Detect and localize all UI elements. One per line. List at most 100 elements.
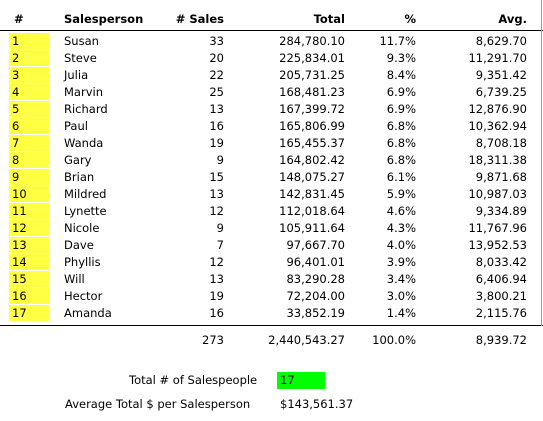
- table-cell: 225,834.01: [279, 51, 345, 65]
- index-highlight: [9, 50, 49, 66]
- table-cell: 9,334.89: [475, 204, 527, 218]
- table-cell: 164,802.42: [279, 153, 345, 167]
- header-rule: [0, 30, 543, 31]
- table-cell: 18,311.38: [468, 153, 527, 167]
- index-highlight: [9, 305, 49, 321]
- table-cell: 2,115.76: [475, 306, 527, 320]
- table-cell: 6.9%: [386, 85, 416, 99]
- index-highlight: [9, 152, 49, 168]
- table-cell: 4.6%: [386, 204, 416, 218]
- table-cell: 142,831.45: [279, 187, 345, 201]
- index-highlight: [9, 118, 49, 134]
- column-header: # Sales: [175, 12, 224, 26]
- table-cell: 12,876.90: [468, 102, 527, 116]
- table-cell: 8,708.18: [475, 136, 527, 150]
- table-cell: 20: [209, 51, 224, 65]
- row-index: 15: [12, 272, 27, 286]
- table-cell: 33: [209, 34, 224, 48]
- table-cell: 9: [216, 153, 224, 167]
- table-cell: Dave: [64, 238, 94, 252]
- table-cell: 72,204.00: [286, 289, 345, 303]
- table-cell: 12: [209, 255, 224, 269]
- table-cell: 83,290.28: [286, 272, 345, 286]
- index-highlight: [9, 135, 49, 151]
- table-cell: 6.9%: [386, 102, 416, 116]
- column-header: %: [404, 12, 416, 26]
- index-highlight: [9, 33, 49, 49]
- index-highlight: [9, 186, 49, 202]
- table-cell: 284,780.10: [279, 34, 345, 48]
- table-cell: 13: [209, 272, 224, 286]
- column-header: Total: [313, 12, 345, 26]
- row-index: 3: [12, 68, 20, 82]
- table-cell: Paul: [64, 119, 88, 133]
- table-cell: Lynette: [64, 204, 107, 218]
- table-cell: 33,852.19: [286, 306, 345, 320]
- row-index: 11: [12, 204, 27, 218]
- row-index: 7: [12, 136, 20, 150]
- table-cell: 3,800.21: [475, 289, 527, 303]
- table-cell: 165,806.99: [279, 119, 345, 133]
- index-highlight: [9, 271, 49, 287]
- table-cell: 13: [209, 102, 224, 116]
- table-cell: 8,629.70: [475, 34, 527, 48]
- row-index: 14: [12, 255, 27, 269]
- table-cell: Susan: [64, 34, 99, 48]
- table-cell: Marvin: [64, 85, 103, 99]
- row-index: 9: [12, 170, 20, 184]
- index-highlight: [9, 237, 49, 253]
- table-cell: 13,952.53: [468, 238, 527, 252]
- column-header: #: [14, 12, 24, 26]
- table-cell: 4.0%: [386, 238, 416, 252]
- table-cell: 8.4%: [386, 68, 416, 82]
- row-index: 13: [12, 238, 27, 252]
- table-cell: Richard: [64, 102, 108, 116]
- table-cell: 15: [209, 170, 224, 184]
- table-cell: 6.8%: [386, 136, 416, 150]
- table-cell: 6,739.25: [475, 85, 527, 99]
- table-cell: 9,871.68: [475, 170, 527, 184]
- row-index: 6: [12, 119, 20, 133]
- table-cell: 10,987.03: [468, 187, 527, 201]
- table-cell: 6.8%: [386, 119, 416, 133]
- row-index: 17: [12, 306, 27, 320]
- row-index: 2: [12, 51, 20, 65]
- table-cell: 19: [209, 136, 224, 150]
- table-cell: Phyllis: [64, 255, 101, 269]
- table-cell: Steve: [64, 51, 97, 65]
- table-cell: 3.9%: [386, 255, 416, 269]
- table-cell: 13: [209, 187, 224, 201]
- table-cell: 112,018.64: [279, 204, 345, 218]
- index-highlight: [9, 169, 49, 185]
- table-cell: 6,406.94: [475, 272, 527, 286]
- right-border: [541, 0, 542, 326]
- table-cell: Hector: [64, 289, 103, 303]
- row-index: 12: [12, 221, 27, 235]
- summary-label: Average Total $ per Salesperson: [65, 397, 251, 411]
- table-cell: Will: [64, 272, 85, 286]
- table-cell: 10,362.94: [468, 119, 527, 133]
- column-header: Salesperson: [64, 12, 144, 26]
- table-cell: 3.4%: [386, 272, 416, 286]
- column-header: Avg.: [498, 12, 527, 26]
- row-index: 10: [12, 187, 27, 201]
- table-cell: 97,667.70: [286, 238, 345, 252]
- table-cell: Brian: [64, 170, 95, 184]
- table-cell: 11,767.96: [468, 221, 527, 235]
- table-cell: Julia: [64, 68, 89, 82]
- total-cell: 273: [202, 333, 224, 347]
- table-cell: 22: [209, 68, 224, 82]
- table-cell: 6.8%: [386, 153, 416, 167]
- table-cell: 12: [209, 204, 224, 218]
- table-cell: 105,911.64: [279, 221, 345, 235]
- row-index: 5: [12, 102, 20, 116]
- index-highlight: [9, 67, 49, 83]
- table-cell: 16: [209, 306, 224, 320]
- table-cell: 8,033.42: [475, 255, 527, 269]
- row-index: 4: [12, 85, 20, 99]
- table-cell: Wanda: [64, 136, 104, 150]
- row-index: 1: [12, 34, 20, 48]
- summary-value: 17: [280, 373, 295, 387]
- index-highlight: [9, 84, 49, 100]
